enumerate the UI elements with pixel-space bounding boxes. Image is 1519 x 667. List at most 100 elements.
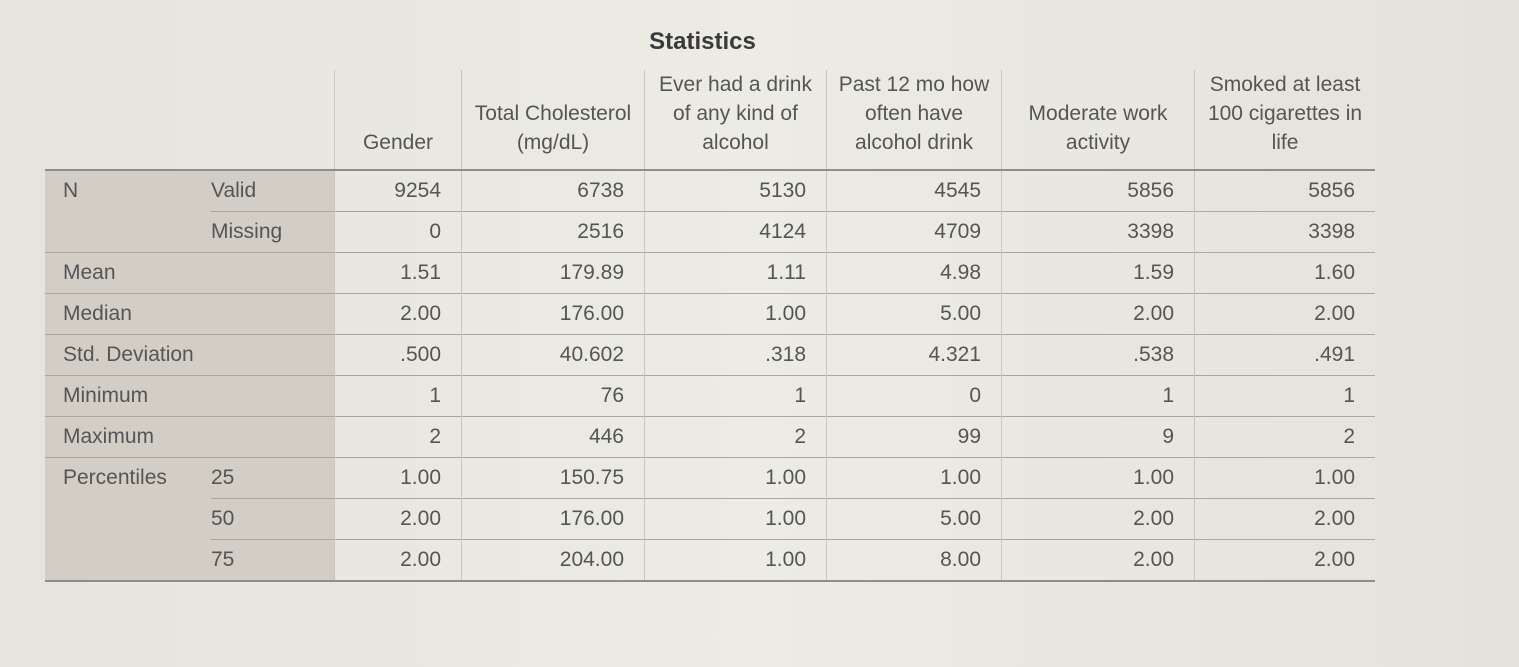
value-cell: .491 xyxy=(1194,334,1375,376)
row-label: Mean xyxy=(45,252,211,294)
value-cell: 1 xyxy=(1194,375,1375,417)
row-label: Median xyxy=(45,293,211,335)
value-cell: 1 xyxy=(644,375,827,417)
column-header: Past 12 mo how often have alcohol drink xyxy=(826,70,1002,171)
value-cell: 2.00 xyxy=(1194,539,1375,582)
column-header: Moderate work activity xyxy=(1001,70,1195,171)
value-cell: 446 xyxy=(461,416,645,458)
value-cell: 0 xyxy=(826,375,1002,417)
value-cell: 1.59 xyxy=(1001,252,1195,294)
value-cell: 2.00 xyxy=(1001,498,1195,540)
row-label xyxy=(45,539,211,582)
row-label: Minimum xyxy=(45,375,211,417)
value-cell: 5.00 xyxy=(826,498,1002,540)
table-row: Missing 0 2516 4124 4709 3398 3398 xyxy=(45,211,1375,253)
column-header: Ever had a drink of any kind of alcohol xyxy=(644,70,827,171)
value-cell: 1.00 xyxy=(644,539,827,582)
row-sublabel xyxy=(211,293,335,335)
value-cell: 4.321 xyxy=(826,334,1002,376)
value-cell: 1.00 xyxy=(334,457,462,499)
table-row: Mean 1.51 179.89 1.11 4.98 1.59 1.60 xyxy=(45,252,1375,294)
value-cell: 2 xyxy=(1194,416,1375,458)
table-row: Median 2.00 176.00 1.00 5.00 2.00 2.00 xyxy=(45,293,1375,335)
value-cell: 1 xyxy=(334,375,462,417)
value-cell: 5.00 xyxy=(826,293,1002,335)
value-cell: 76 xyxy=(461,375,645,417)
value-cell: 4124 xyxy=(644,211,827,253)
value-cell: 1.00 xyxy=(1001,457,1195,499)
row-label: Std. Deviation xyxy=(45,334,211,376)
value-cell: 99 xyxy=(826,416,1002,458)
value-cell: 1.00 xyxy=(644,457,827,499)
value-cell: 9254 xyxy=(334,169,462,212)
column-header: Total Cholesterol (mg/dL) xyxy=(461,70,645,171)
header-row: Gender Total Cholesterol (mg/dL) Ever ha… xyxy=(45,70,1375,171)
table-row: Maximum 2 446 2 99 9 2 xyxy=(45,416,1375,458)
value-cell: 5856 xyxy=(1194,169,1375,212)
value-cell: 204.00 xyxy=(461,539,645,582)
row-sublabel: 75 xyxy=(211,539,335,582)
row-label: Maximum xyxy=(45,416,211,458)
value-cell: 176.00 xyxy=(461,498,645,540)
column-header: Gender xyxy=(334,70,462,171)
value-cell: 1.00 xyxy=(1194,457,1375,499)
value-cell: 2 xyxy=(644,416,827,458)
value-cell: 2.00 xyxy=(1194,498,1375,540)
row-sublabel xyxy=(211,416,335,458)
row-label: Percentiles xyxy=(45,457,211,499)
value-cell: 40.602 xyxy=(461,334,645,376)
row-sublabel: Missing xyxy=(211,211,335,253)
row-label xyxy=(45,211,211,253)
value-cell: 3398 xyxy=(1001,211,1195,253)
table-row: Minimum 1 76 1 0 1 1 xyxy=(45,375,1375,417)
value-cell: 2516 xyxy=(461,211,645,253)
corner-cell xyxy=(211,70,335,171)
value-cell: 3398 xyxy=(1194,211,1375,253)
value-cell: 1.60 xyxy=(1194,252,1375,294)
value-cell: 4545 xyxy=(826,169,1002,212)
value-cell: .318 xyxy=(644,334,827,376)
row-label xyxy=(45,498,211,540)
corner-cell xyxy=(45,70,211,171)
table-row: 50 2.00 176.00 1.00 5.00 2.00 2.00 xyxy=(45,498,1375,540)
row-sublabel: 50 xyxy=(211,498,335,540)
value-cell: 176.00 xyxy=(461,293,645,335)
value-cell: 2.00 xyxy=(334,539,462,582)
value-cell: 5130 xyxy=(644,169,827,212)
table-row: 75 2.00 204.00 1.00 8.00 2.00 2.00 xyxy=(45,539,1375,582)
value-cell: 8.00 xyxy=(826,539,1002,582)
row-label: N xyxy=(45,169,211,212)
value-cell: 1.00 xyxy=(826,457,1002,499)
value-cell: 150.75 xyxy=(461,457,645,499)
value-cell: 2.00 xyxy=(334,293,462,335)
row-sublabel: Valid xyxy=(211,169,335,212)
value-cell: 9 xyxy=(1001,416,1195,458)
value-cell: .538 xyxy=(1001,334,1195,376)
value-cell: 4.98 xyxy=(826,252,1002,294)
table-row: Std. Deviation .500 40.602.318 4.321.538.49… xyxy=(45,334,1375,376)
row-sublabel: 25 xyxy=(211,457,335,499)
row-sublabel xyxy=(211,375,335,417)
value-cell: 1.00 xyxy=(644,498,827,540)
table-row: N Valid 9254 6738 5130 4545 5856 5856 xyxy=(45,169,1375,212)
value-cell: 1.00 xyxy=(644,293,827,335)
table-row: Percentiles 25 1.00 150.75 1.00 1.00 1.00 1.00 xyxy=(45,457,1375,499)
value-cell: 2 xyxy=(334,416,462,458)
value-cell: 1.11 xyxy=(644,252,827,294)
row-sublabel xyxy=(211,252,335,294)
row-sublabel xyxy=(211,334,335,376)
value-cell: 6738 xyxy=(461,169,645,212)
value-cell: 2.00 xyxy=(1001,293,1195,335)
value-cell: 1 xyxy=(1001,375,1195,417)
column-header: Smoked at least 100 cigarettes in life xyxy=(1194,70,1375,171)
value-cell: 1.51 xyxy=(334,252,462,294)
table-title: Statistics xyxy=(649,28,756,55)
value-cell: 2.00 xyxy=(1194,293,1375,335)
value-cell: 0 xyxy=(334,211,462,253)
value-cell: 179.89 xyxy=(461,252,645,294)
value-cell: 4709 xyxy=(826,211,1002,253)
value-cell: 5856 xyxy=(1001,169,1195,212)
value-cell: .500 xyxy=(334,334,462,376)
value-cell: 2.00 xyxy=(1001,539,1195,582)
value-cell: 2.00 xyxy=(334,498,462,540)
